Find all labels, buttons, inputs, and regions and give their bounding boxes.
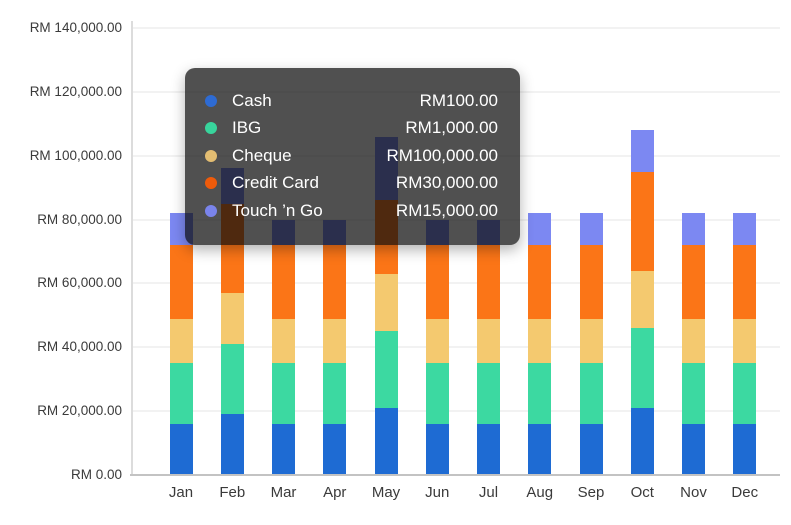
tooltip-row-cheque: Cheque RM100,000.00 (205, 142, 498, 170)
tooltip-label-cash: Cash (232, 90, 272, 110)
bar-ibg-apr[interactable] (323, 363, 347, 424)
bar-touch-n-go-sep[interactable] (579, 213, 603, 246)
bar-credit-card-dec[interactable] (733, 245, 757, 319)
bar-credit-card-jun[interactable] (425, 245, 449, 319)
tooltip-label-touch-n-go: Touch ’n Go (232, 200, 323, 220)
x-axis-label: Jul (478, 484, 499, 501)
bar-cash-aug[interactable] (528, 423, 552, 475)
gridline (131, 410, 780, 413)
bar-credit-card-mar[interactable] (272, 245, 295, 319)
bar-ibg-jun[interactable] (425, 363, 449, 424)
bar-credit-card-nov[interactable] (682, 245, 705, 319)
bar-cheque-mar[interactable] (272, 318, 295, 364)
x-axis-label: Oct (630, 484, 654, 501)
y-axis-label: RM 0.00 (70, 467, 122, 482)
y-axis-line (131, 21, 133, 475)
bar-ibg-sep[interactable] (579, 363, 603, 424)
chart-tooltip: Cash RM100.00 IBG RM1,000.00 Cheque RM10… (185, 68, 520, 245)
bar-cheque-aug[interactable] (528, 318, 552, 364)
x-axis-label: Mar (270, 484, 297, 501)
bar-ibg-jan[interactable] (169, 363, 193, 424)
bar-credit-card-apr[interactable] (323, 245, 347, 319)
bar-cash-dec[interactable] (733, 423, 757, 475)
x-axis-label: Sep (577, 484, 605, 501)
x-axis-label: Jan (168, 484, 194, 501)
tooltip-value-cash: RM100.00 (419, 90, 498, 110)
x-axis-label: May (371, 484, 401, 501)
bar-cheque-jul[interactable] (477, 318, 500, 364)
bar-cash-nov[interactable] (682, 423, 705, 475)
tooltip-label-ibg: IBG (232, 118, 262, 138)
bar-cheque-jun[interactable] (425, 318, 449, 364)
touch-n-go-dot-icon (205, 204, 217, 217)
bar-ibg-nov[interactable] (682, 363, 705, 424)
bar-ibg-feb[interactable] (220, 344, 244, 415)
y-axis-label: RM 80,000.00 (37, 211, 122, 227)
x-axis-label: Apr (323, 484, 347, 501)
bar-touch-n-go-oct[interactable] (630, 130, 654, 172)
tooltip-row-credit-card: Credit Card RM30,000.00 (205, 170, 498, 198)
y-axis-label: RM 40,000.00 (37, 339, 122, 355)
x-axis-label: Dec (731, 484, 759, 501)
bar-ibg-may[interactable] (374, 331, 398, 408)
bar-cheque-dec[interactable] (733, 318, 757, 364)
bar-ibg-oct[interactable] (630, 328, 654, 408)
x-axis-label: Aug (526, 484, 554, 501)
bar-cheque-apr[interactable] (323, 318, 347, 364)
bar-ibg-aug[interactable] (528, 363, 552, 424)
cheque-dot-icon (205, 149, 217, 162)
gridline (131, 27, 780, 29)
x-axis-label: Nov (680, 484, 707, 501)
bar-cash-may[interactable] (374, 407, 398, 475)
bar-cash-jul[interactable] (477, 423, 500, 475)
gridline (131, 346, 780, 349)
bar-credit-card-jul[interactable] (477, 245, 500, 319)
x-axis-label: Jun (425, 484, 450, 501)
bar-cash-oct[interactable] (630, 407, 654, 475)
bar-cash-feb[interactable] (220, 414, 244, 475)
tooltip-value-ibg: RM1,000.00 (405, 118, 498, 138)
tooltip-value-touch-n-go: RM15,000.00 (395, 200, 498, 220)
bar-cheque-jan[interactable] (169, 318, 193, 364)
bar-credit-card-sep[interactable] (579, 245, 603, 319)
bar-credit-card-aug[interactable] (528, 245, 552, 319)
bar-cheque-nov[interactable] (682, 318, 705, 364)
bar-touch-n-go-aug[interactable] (528, 213, 552, 246)
bar-cheque-may[interactable] (374, 273, 398, 332)
x-axis-line (130, 474, 780, 476)
y-axis-label: RM 100,000.00 (29, 147, 122, 163)
y-axis-label: RM 120,000.00 (29, 83, 122, 99)
bar-credit-card-oct[interactable] (630, 171, 654, 271)
bar-cash-apr[interactable] (323, 423, 347, 475)
bar-cash-mar[interactable] (272, 423, 295, 475)
bar-cash-sep[interactable] (579, 423, 603, 475)
y-axis-label: RM 20,000.00 (37, 403, 122, 419)
bar-touch-n-go-nov[interactable] (682, 213, 705, 246)
ibg-dot-icon (205, 122, 217, 135)
cash-dot-icon (205, 94, 217, 107)
tooltip-label-cheque: Cheque (232, 145, 292, 165)
tooltip-row-ibg: IBG RM1,000.00 (205, 115, 498, 143)
bar-touch-n-go-dec[interactable] (733, 213, 757, 246)
bar-credit-card-jan[interactable] (169, 245, 193, 319)
y-axis-label: RM 60,000.00 (37, 275, 122, 291)
tooltip-row-cash: Cash RM100.00 (205, 87, 498, 115)
x-axis-label: Feb (219, 484, 246, 501)
bar-ibg-dec[interactable] (733, 363, 757, 424)
bar-cash-jun[interactable] (425, 423, 449, 475)
tooltip-value-credit-card: RM30,000.00 (395, 173, 498, 193)
bar-ibg-jul[interactable] (477, 363, 500, 424)
bar-cheque-feb[interactable] (220, 293, 244, 345)
bar-cheque-sep[interactable] (579, 318, 603, 364)
bar-ibg-mar[interactable] (272, 363, 295, 424)
bar-cash-jan[interactable] (169, 423, 193, 475)
bar-cheque-oct[interactable] (630, 270, 654, 329)
gridline (131, 282, 780, 285)
tooltip-value-cheque: RM100,000.00 (386, 145, 498, 165)
tooltip-label-credit-card: Credit Card (232, 173, 319, 193)
tooltip-row-touch-n-go: Touch ’n Go RM15,000.00 (205, 197, 498, 225)
y-axis-label: RM 140,000.00 (29, 20, 122, 35)
credit-card-dot-icon (205, 177, 217, 190)
